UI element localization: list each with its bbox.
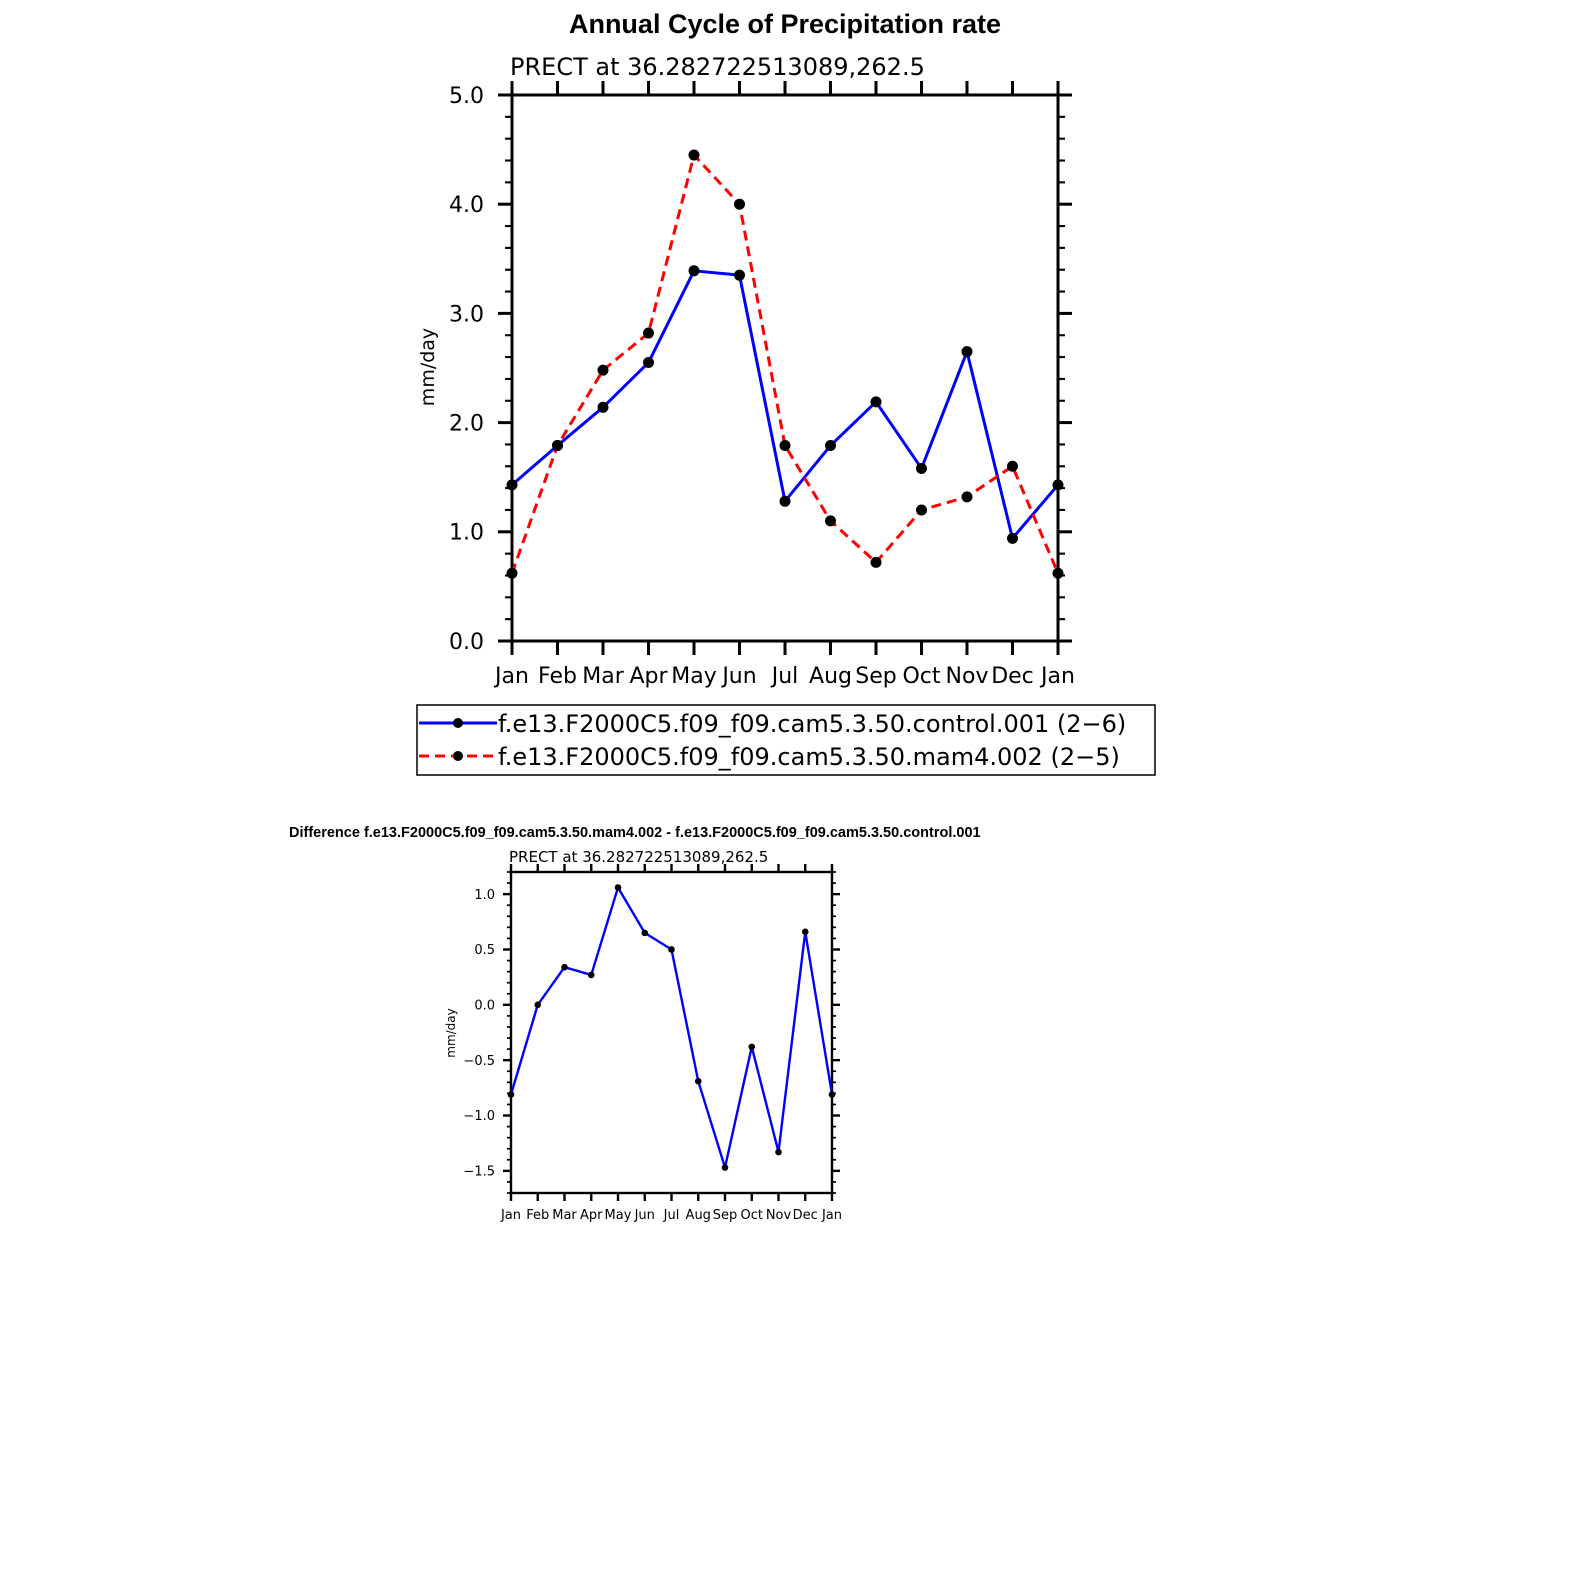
chart1-series-0-point (688, 265, 700, 277)
chart2-series-0-point (801, 928, 809, 936)
chart2-subtitle: PRECT at 36.282722513089,262.5 (509, 848, 768, 866)
chart1-x-tick-label: Feb (538, 664, 577, 689)
chart2-y-tick-label: −1.5 (463, 1165, 495, 1180)
chart1-x-tick-label: May (671, 664, 716, 689)
chart1-series-1-point (779, 440, 791, 452)
chart1-x-axis: Jan Feb Mar Apr May Jun Jul Aug Sep Oct Nov Dec Jan (493, 81, 1075, 689)
chart2-x-tick-label: Jan (821, 1208, 842, 1223)
chart1-x-tick-label: Jul (770, 664, 799, 689)
chart1-series-0-point (597, 401, 609, 413)
chart1-series-1-point (506, 567, 518, 579)
chart1-title: Annual Cycle of Precipitation rate (569, 9, 1001, 39)
chart2-x-tick-label: May (605, 1208, 632, 1223)
chart1-series-1-point (688, 149, 700, 161)
chart1-series-1-point (552, 440, 563, 452)
chart2-y-tick-label: 1.0 (474, 888, 495, 903)
chart2-x-tick-label: Dec (793, 1208, 818, 1223)
chart2-x-tick-label: Jun (634, 1208, 655, 1223)
chart2-series-0-point (748, 1043, 756, 1051)
chart1-x-tick-label: Jan (1039, 664, 1075, 689)
chart1-series-0-point (1052, 479, 1064, 491)
chart1-y-tick-label: 0.0 (449, 630, 484, 655)
chart2-x-tick-label: Sep (713, 1208, 738, 1223)
chart1-x-tick-label: Apr (629, 664, 668, 689)
chart2-series-0-point (641, 929, 649, 937)
chart1-series-1-point (734, 198, 745, 210)
chart2-series-0-point (775, 1148, 782, 1156)
chart1-y-tick-label: 4.0 (449, 193, 484, 218)
chart1-x-tick-label: Jun (720, 664, 756, 689)
chart1-subtitle: PRECT at 36.282722513089,262.5 (510, 53, 925, 81)
chart2-title: Difference f.e13.F2000C5.f09_f09.cam5.3.… (289, 825, 981, 841)
chart1-ylabel: mm/day (417, 328, 439, 406)
chart1-series-0-point (779, 495, 791, 507)
chart2-x-tick-label: Aug (686, 1208, 711, 1223)
chart2-y-tick-label: −0.5 (463, 1054, 495, 1069)
chart2-x-tick-label: Apr (580, 1208, 603, 1223)
chart1-y-axis: 0.0 1.0 2.0 3.0 4.0 5.0 (449, 84, 1072, 655)
chart1-x-tick-label: Mar (582, 664, 624, 689)
chart2-series-line-0 (509, 886, 834, 1169)
chart2-series-0-point (694, 1077, 702, 1085)
chart1-series-layer (506, 149, 1064, 579)
chart1-series-0-point (870, 396, 882, 408)
chart1-legend-box (416, 704, 1156, 776)
chart2-series-0-point (561, 963, 568, 971)
chart2-x-tick-label: Nov (766, 1208, 792, 1223)
chart1-series-0-point (825, 440, 836, 452)
chart2-series-0-point (668, 946, 675, 953)
chart1-x-tick-label: Oct (902, 664, 940, 689)
chart1-y-tick-label: 3.0 (449, 302, 484, 327)
chart2-x-tick-label: Feb (526, 1208, 549, 1223)
legend-mam4-marker (453, 751, 463, 761)
chart2-series-layer (507, 884, 836, 1171)
chart2-series-0-point (721, 1164, 729, 1171)
chart2-series-0-point (534, 1001, 542, 1009)
chart1-series-1-point (961, 491, 973, 503)
chart1-y-tick-label: 1.0 (449, 521, 484, 546)
chart2-plot-frame (509, 870, 834, 1195)
chart2-x-tick-label: Jul (663, 1208, 680, 1223)
chart1-series-0-point (643, 357, 654, 369)
chart2-series-0-point (614, 884, 622, 891)
chart1-series-line-1 (510, 153, 1060, 574)
legend-control-marker (453, 718, 463, 728)
chart1-series-0-point (916, 462, 927, 474)
legend-mam4-label: f.e13.F2000C5.f09_f09.cam5.3.50.mam4.002… (498, 743, 1120, 771)
chart2-x-tick-label: Oct (741, 1208, 763, 1223)
chart1-series-1-point (1007, 460, 1018, 472)
chart1-series-0-point (961, 346, 973, 358)
chart2-ylabel: mm/day (444, 1008, 458, 1058)
chart1-series-1-point (1052, 567, 1064, 579)
chart1-series-1-point (870, 556, 882, 568)
chart2-y-tick-label: 0.5 (474, 943, 495, 958)
chart1-x-tick-label: Aug (809, 664, 852, 689)
chart2-series-0-point (507, 1091, 515, 1098)
chart1-plot-frame (510, 93, 1060, 643)
chart1-x-tick-label: Sep (855, 664, 896, 689)
chart1-series-0-point (734, 269, 745, 281)
chart2-x-axis: Jan Feb Mar Apr May Jun Jul Aug Sep Oct Nov Dec Jan (500, 864, 842, 1223)
chart1-series-1-point (825, 515, 836, 527)
chart2-x-tick-label: Jan (500, 1208, 521, 1223)
chart1-series-1-point (597, 364, 609, 376)
chart1-series-1-point (916, 504, 927, 516)
chart1-y-tick-label: 5.0 (449, 84, 484, 109)
legend-control-label: f.e13.F2000C5.f09_f09.cam5.3.50.control.… (498, 710, 1126, 738)
chart2-y-tick-label: 0.0 (474, 999, 495, 1014)
chart2-series-0-point (587, 971, 595, 979)
chart2-y-axis: −1.5 −1.0 −0.5 0.0 0.5 1.0 (463, 871, 840, 1194)
chart1-x-tick-label: Jan (493, 664, 529, 689)
chart1-series-1-point (643, 327, 654, 339)
chart1-y-tick-label: 2.0 (449, 412, 484, 437)
chart2-x-tick-label: Mar (552, 1208, 577, 1223)
chart2-series-0-point (828, 1091, 836, 1098)
chart1-x-tick-label: Dec (991, 664, 1034, 689)
chart1-series-0-point (506, 479, 518, 491)
chart2-y-tick-label: −1.0 (463, 1109, 495, 1124)
chart1-x-tick-label: Nov (946, 664, 989, 689)
chart1-series-0-point (1007, 532, 1018, 544)
